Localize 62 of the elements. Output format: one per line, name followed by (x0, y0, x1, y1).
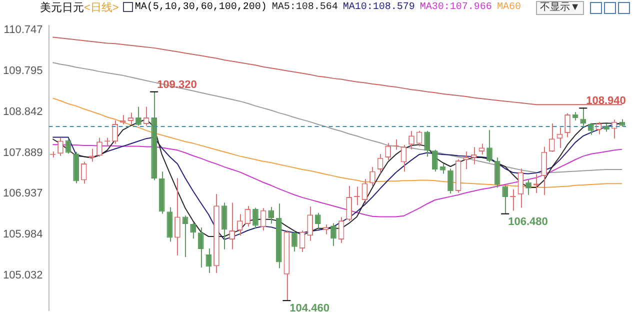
text: MA60 (496, 2, 521, 12)
y-tick-label: 105.984 (2, 228, 43, 241)
candlestick (541, 146, 548, 196)
candlestick (206, 248, 212, 274)
candlestick (440, 163, 446, 174)
candlestick (96, 137, 102, 158)
candlestick (346, 185, 352, 222)
candlestick (424, 130, 430, 158)
candlestick (448, 168, 454, 194)
candlestick (112, 120, 118, 144)
candlestick (463, 150, 470, 170)
legend-title: MA(5,10,30,60,100,200) (134, 2, 267, 12)
candlestick (143, 106, 150, 126)
y-tick-label: 110.747 (4, 24, 43, 36)
candlestick (518, 168, 524, 208)
annotation: 104.460 (290, 302, 330, 315)
annotation: 106.480 (508, 216, 548, 228)
candlestick (377, 154, 384, 174)
y-tick-label: 107.889 (2, 146, 43, 159)
candlestick (486, 129, 492, 163)
candlestick (174, 178, 180, 256)
y-tick-label: 109.795 (2, 64, 43, 77)
candlestick (65, 138, 72, 154)
text: MA5:108.564 (272, 2, 338, 12)
candlestick (252, 207, 258, 230)
candlestick (292, 230, 298, 252)
candlestick (244, 206, 251, 228)
chart-subtitle: <日线> (84, 0, 119, 14)
candlestick (385, 142, 392, 161)
candlestick (470, 146, 477, 165)
text: 不显示▼ (536, 1, 584, 15)
y-tick-label: 106.937 (2, 188, 43, 200)
candlestick (502, 184, 508, 214)
candlestick (432, 149, 438, 172)
candlestick (128, 112, 134, 125)
chart-title: 美元日元 (40, 0, 84, 14)
candlestick (370, 166, 376, 186)
candlestick (478, 143, 485, 155)
text: MA30:107.966 (420, 2, 492, 12)
candlestick (564, 112, 570, 138)
candlestick (354, 186, 360, 206)
y-tick-label: 105.032 (2, 270, 43, 282)
candlestick (416, 130, 422, 147)
text: MA10:108.579 (342, 2, 415, 12)
candlestick (236, 214, 243, 236)
candlestick (400, 144, 407, 172)
candlestick (338, 216, 344, 244)
candlestick (221, 202, 228, 250)
candlestick (307, 206, 314, 242)
candlestick (510, 188, 516, 212)
candlestick (580, 107, 586, 126)
candlestick (229, 202, 235, 250)
y-tick-label: 108.842 (2, 106, 43, 118)
candlestick (526, 179, 532, 196)
candlestick (548, 123, 555, 152)
candlestick (330, 222, 336, 246)
candlestick (58, 137, 64, 156)
candlestick (362, 178, 368, 204)
candlestick (136, 106, 142, 126)
candlestick (80, 161, 87, 184)
candlestick (198, 226, 204, 268)
candlestick (494, 156, 500, 188)
